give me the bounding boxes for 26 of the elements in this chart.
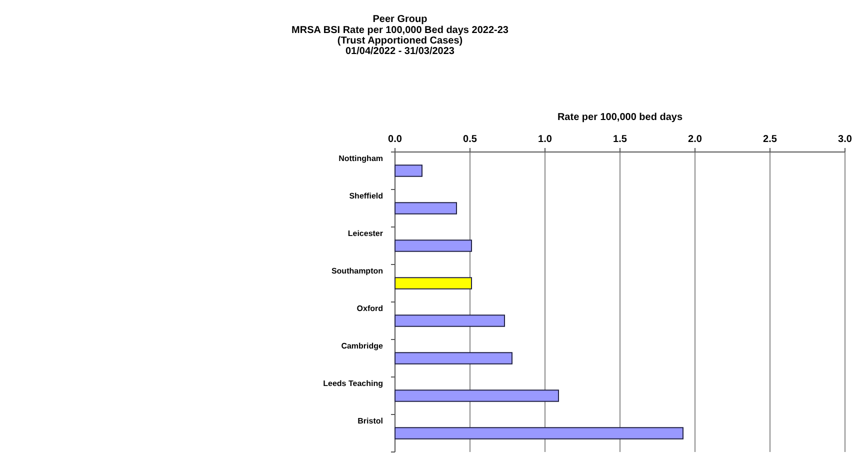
y-tick-label: Leicester [348,229,383,238]
bar [394,240,472,252]
y-tick-label: Cambridge [341,342,384,351]
x-axis-title: Rate per 100,000 bed days [557,112,683,123]
x-tick-label: 0.0 [388,134,402,145]
x-tick-label: 1.0 [538,134,552,145]
x-tick-label: 3.0 [838,134,852,145]
bar [394,314,505,327]
chart-title: Peer Group [372,14,428,25]
bar [394,352,512,364]
y-tick-label: Nottingham [338,154,383,164]
bar [394,277,472,290]
x-tick-label: 0.5 [463,134,478,145]
y-tick-label: Sheffield [349,192,384,201]
y-tick-label: Southampton [331,266,384,276]
bar [394,427,684,440]
bar [394,164,422,177]
y-tick-label: Leeds Teaching [323,379,384,388]
bar [394,390,559,402]
x-tick-label: 1.5 [613,134,628,145]
bar [394,202,457,214]
chart-subtitle: MRSA BSI Rate per 100,000 Bed days 2022-23 (Trust Apportioned Cases) 01/04/2022 - 31/03/2023 [292,25,509,57]
y-tick-label: Oxford [356,304,384,314]
x-tick-label: 2.5 [763,134,778,145]
x-tick-label: 2.0 [688,134,702,145]
y-tick-label: Bristol [358,416,383,426]
